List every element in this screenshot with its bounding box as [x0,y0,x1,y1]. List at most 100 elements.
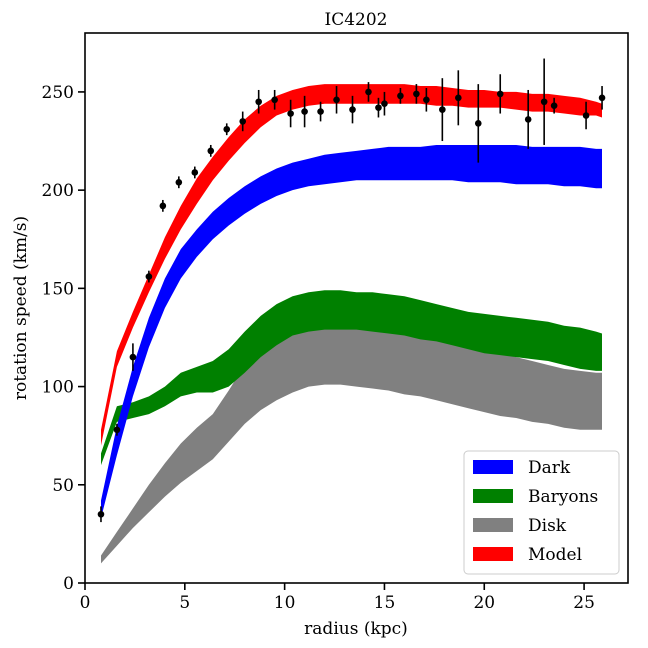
legend-label: Baryons [528,487,598,507]
data-marker [223,125,231,133]
data-marker [375,104,382,111]
band-baryons [101,290,602,466]
data-marker [381,100,388,108]
legend-swatch [473,489,513,503]
y-axis-ticks: 0 50 100 150 200 250 [42,83,85,594]
data-marker [439,106,446,113]
data-point [207,144,215,157]
bands-layer [101,84,602,564]
data-point [223,123,231,136]
data-point [375,97,382,118]
data-point [540,58,548,145]
data-marker [239,118,247,125]
data-point [97,506,105,523]
data-marker [397,92,404,100]
x-tick-label: 5 [179,593,190,613]
legend-swatch [473,460,513,474]
data-point [474,84,482,163]
legend-label: Dark [528,458,571,478]
data-point [397,88,404,104]
data-marker [333,96,340,104]
data-marker [349,106,356,113]
y-tick-label: 150 [42,279,74,299]
x-axis-ticks: 0 5 10 15 20 25 [80,583,595,613]
plot-frame [84,32,629,584]
chart-title: IC4202 [325,10,388,30]
data-point [317,101,324,122]
legend-label: Model [528,545,582,565]
x-tick-label: 15 [374,593,396,613]
legend: Dark Baryons Disk Model [463,450,620,575]
data-point [145,270,153,283]
data-marker [191,169,199,176]
data-point [301,95,308,128]
legend-item-disk: Disk [473,516,567,536]
data-point [191,166,199,179]
data-marker [413,90,420,98]
data-point [255,89,262,114]
y-tick-label: 50 [52,476,74,496]
band-disk [101,311,602,564]
x-tick-label: 0 [80,593,91,613]
data-point [439,78,446,142]
data-point [496,74,504,114]
data-point [524,89,532,149]
data-point [550,97,558,114]
data-marker [423,96,430,104]
data-point [423,88,430,112]
data-point [413,84,420,104]
data-point [582,101,590,130]
data-marker [496,90,504,98]
data-marker [455,94,462,102]
data-marker [255,98,262,106]
data-point [129,343,137,371]
y-tick-label: 250 [42,83,74,103]
legend-swatch [473,547,513,561]
legend-label: Disk [528,516,567,536]
data-point [271,89,278,110]
data-marker [317,108,324,115]
legend-swatch [473,518,513,532]
legend-item-dark: Dark [473,458,571,478]
data-marker [271,96,278,104]
data-marker [598,94,606,102]
x-tick-label: 25 [573,593,595,613]
data-marker [207,147,215,155]
legend-item-baryons: Baryons [473,487,598,507]
data-marker [159,202,167,210]
data-point [175,176,183,189]
data-point [598,86,606,110]
band-dark [101,145,602,519]
observed-points-layer [97,58,606,523]
data-marker [97,510,105,518]
data-marker [582,112,590,119]
x-axis-label: radius (kpc) [304,619,408,639]
data-point [381,91,388,116]
data-point [333,86,340,114]
data-marker [145,273,153,280]
data-marker [524,116,532,123]
data-point [113,423,121,436]
data-marker [540,98,548,106]
data-marker [113,426,121,434]
legend-item-model: Model [473,545,582,565]
data-marker [301,108,308,115]
x-tick-label: 20 [473,593,495,613]
data-point [349,95,356,124]
y-tick-label: 200 [42,181,74,201]
y-tick-label: 0 [63,574,74,594]
data-point [455,70,462,126]
data-marker [129,353,137,361]
x-tick-label: 10 [274,593,296,613]
data-point [287,99,294,128]
data-marker [550,102,558,109]
y-axis-label: rotation speed (km/s) [11,216,31,400]
y-tick-label: 100 [42,378,74,398]
data-marker [365,88,372,96]
data-point [239,111,247,132]
data-point [365,82,372,102]
data-marker [287,110,294,117]
legend-box [463,450,620,575]
data-point [159,199,167,212]
